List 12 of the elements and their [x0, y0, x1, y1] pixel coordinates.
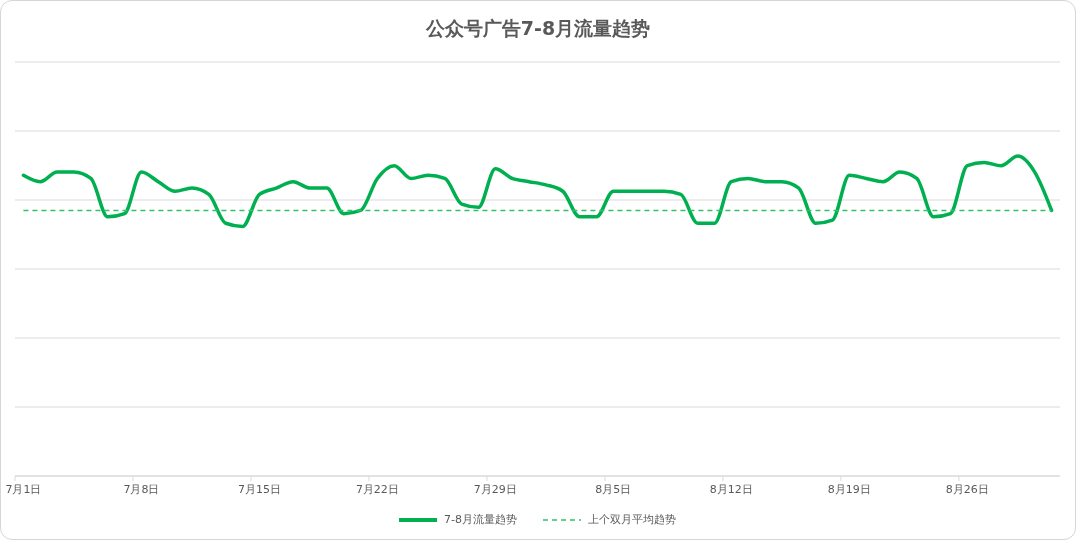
x-tick-label: 7月29日 — [473, 483, 517, 497]
x-tick-label: 8月5日 — [595, 483, 632, 497]
x-tick-label: 7月1日 — [5, 483, 42, 497]
x-tick-label: 7月15日 — [237, 483, 281, 497]
x-tick-label: 8月26日 — [945, 483, 989, 497]
x-tick-label: 7月8日 — [123, 483, 160, 497]
x-tick-label: 7月22日 — [355, 483, 399, 497]
x-tick-label: 8月12日 — [709, 483, 753, 497]
legend-label: 7-8月流量趋势 — [444, 512, 517, 528]
legend-label: 上个双月平均趋势 — [587, 512, 676, 528]
chart-title: 公众号广告7-8月流量趋势 — [424, 16, 652, 41]
x-tick-label: 8月19日 — [827, 483, 871, 497]
